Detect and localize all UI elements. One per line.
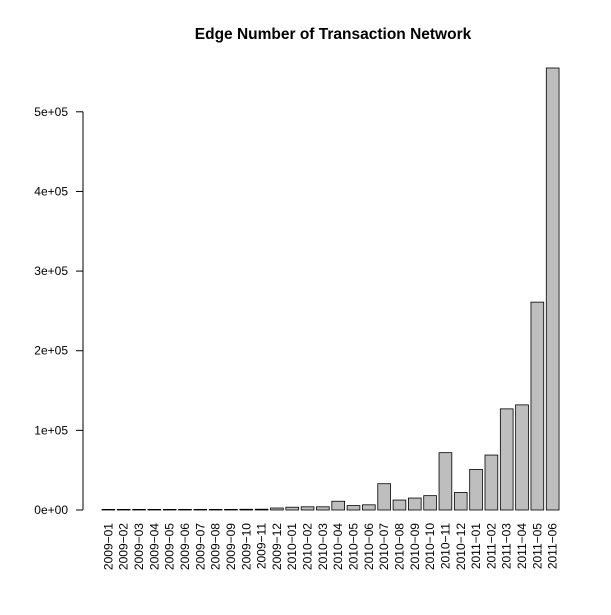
- bar: [239, 508, 254, 511]
- y-tick-label: 1e+05: [34, 423, 68, 437]
- x-category-label: 2010−04: [331, 523, 345, 570]
- bar: [499, 408, 514, 511]
- y-tick-label: 4e+05: [34, 184, 68, 198]
- x-category-label: 2009−06: [178, 523, 192, 570]
- y-axis: 0e+00 1e+05 2e+05 3e+05 4e+05 5e+05: [34, 105, 84, 517]
- x-category-label: 2009−04: [147, 523, 161, 570]
- bar: [362, 504, 376, 511]
- bar: [453, 492, 468, 511]
- bar: [469, 468, 483, 511]
- bar: [193, 508, 208, 511]
- bar: [285, 506, 300, 511]
- bar: [407, 497, 422, 511]
- bar: [132, 508, 146, 511]
- bar: [484, 454, 499, 511]
- x-category-label: 2010−03: [316, 523, 330, 570]
- chart-title: Edge Number of Transaction Network: [195, 26, 472, 43]
- bar: [346, 505, 361, 511]
- bar: [224, 508, 238, 511]
- bar: [270, 507, 284, 511]
- x-category-label: 2011−02: [484, 523, 498, 569]
- y-tick-label: 2e+05: [34, 344, 68, 358]
- x-category-label: 2010−07: [377, 523, 391, 570]
- x-category-label: 2009−09: [224, 523, 238, 570]
- bar: [423, 495, 437, 511]
- bars-group: [101, 67, 560, 511]
- x-category-label: 2009−08: [209, 523, 223, 570]
- x-category-label: 2011−01: [469, 523, 483, 569]
- x-category-label: 2010−08: [392, 523, 406, 570]
- bar: [208, 508, 223, 511]
- bar: [116, 508, 131, 511]
- bar: [316, 506, 330, 511]
- bar: [530, 301, 545, 511]
- y-tick-label: 5e+05: [34, 105, 68, 119]
- x-category-label: 2010−10: [423, 523, 437, 570]
- x-category-label: 2009−07: [193, 523, 207, 570]
- x-category-label: 2010−12: [454, 523, 468, 570]
- bar: [147, 508, 162, 511]
- x-category-label: 2009−03: [132, 523, 146, 570]
- x-category-label: 2009−10: [239, 523, 253, 570]
- x-category-label: 2010−11: [438, 523, 452, 569]
- x-category-label: 2011−05: [530, 523, 544, 569]
- x-category-label: 2009−01: [101, 523, 115, 570]
- x-category-label: 2009−02: [117, 523, 131, 570]
- bar: [101, 508, 116, 511]
- x-category-label: 2009−11: [255, 523, 269, 569]
- bar: [300, 506, 315, 511]
- x-category-label: 2010−06: [362, 523, 376, 570]
- bar: [438, 452, 453, 511]
- bar: [331, 500, 345, 511]
- bar: [178, 508, 192, 511]
- y-tick-label: 3e+05: [34, 264, 68, 278]
- x-category-label: 2011−04: [515, 523, 529, 569]
- bar: [377, 483, 391, 511]
- x-category-label: 2009−05: [163, 523, 177, 570]
- x-category-label: 2010−01: [285, 523, 299, 570]
- bar: [162, 508, 177, 511]
- x-category-label: 2010−09: [408, 523, 422, 570]
- x-category-label: 2010−02: [301, 523, 315, 570]
- bar: [545, 67, 560, 511]
- x-axis-labels: 2009−01 2009−02 2009−03 2009−04 2009−05 2009−…: [101, 523, 559, 570]
- x-category-label: 2011−06: [546, 523, 560, 569]
- y-tick-label: 0e+00: [34, 503, 68, 517]
- bar: [392, 499, 407, 511]
- x-category-label: 2011−03: [500, 523, 514, 569]
- x-category-label: 2010−05: [347, 523, 361, 570]
- bar: [254, 508, 269, 511]
- x-category-label: 2009−12: [270, 523, 284, 570]
- bar: [515, 404, 529, 511]
